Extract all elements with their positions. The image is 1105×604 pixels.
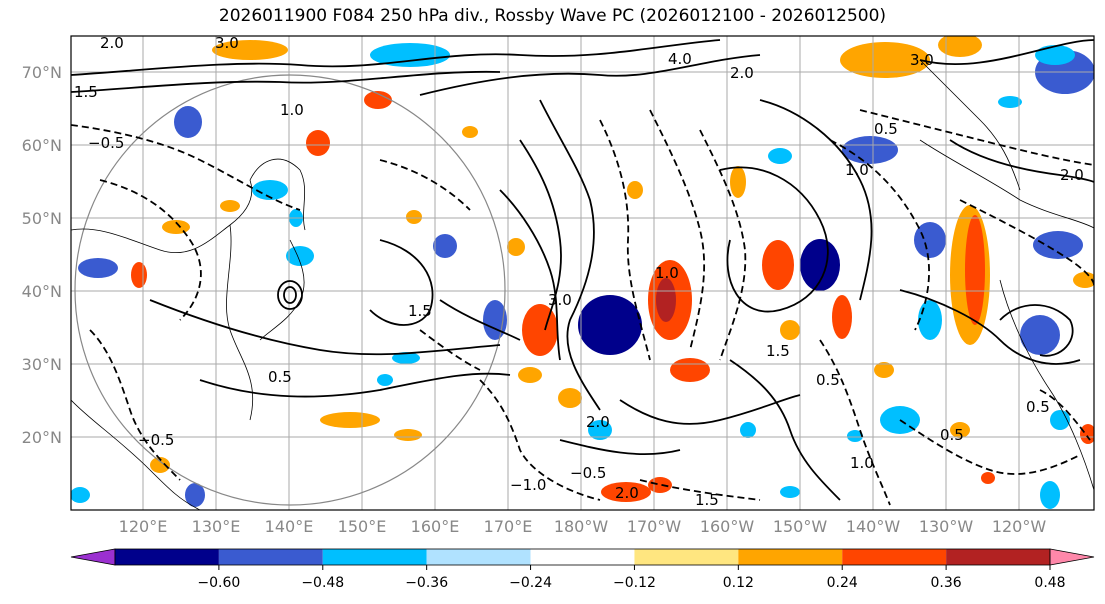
contour-label: 4.0 <box>668 50 692 68</box>
contour-label: 1.0 <box>845 161 869 179</box>
reference-circle <box>74 74 506 506</box>
contour-label: 3.0 <box>215 34 239 52</box>
map-area <box>71 36 1094 510</box>
lat-label: 40°N <box>22 282 62 301</box>
lon-label: 160°W <box>700 517 755 536</box>
contour-label: 2.0 <box>730 64 754 82</box>
contour-label: 3.0 <box>910 51 934 69</box>
lat-label: 30°N <box>22 355 62 374</box>
contour-label: 1.0 <box>850 454 874 472</box>
colorbar-extend-max <box>1049 548 1095 566</box>
lon-label: 170°E <box>484 517 533 536</box>
colorbar-tick-label: 0.48 <box>1034 575 1065 591</box>
colorbar-tick-label: −0.60 <box>197 575 240 591</box>
colorbar-segment <box>842 549 947 565</box>
colorbar-outline <box>114 548 1051 566</box>
contour-label: 2.0 <box>100 34 124 52</box>
contour-label: 1.0 <box>280 101 304 119</box>
contour-label: 1.5 <box>695 491 719 509</box>
lon-label: 130°E <box>192 517 241 536</box>
contour-label: 2.0 <box>615 484 639 502</box>
lon-label: 130°W <box>919 517 974 536</box>
map-content: 2.0 3.0 1.0 1.5 −0.5 4.0 2.0 0.5 1.0 1.5… <box>71 34 1094 510</box>
lon-label: 150°E <box>338 517 387 536</box>
lat-label: 70°N <box>22 63 62 82</box>
contour-label: 0.5 <box>268 368 292 386</box>
lon-label: 140°E <box>265 517 314 536</box>
longitude-labels: 120°E 130°E 140°E 150°E 160°E 170°E 180°… <box>119 517 1047 536</box>
contour-label: 1.5 <box>408 302 432 320</box>
contour-label: −0.5 <box>88 134 124 152</box>
contour-label: −1.0 <box>510 476 546 494</box>
colorbar-segment <box>634 549 739 565</box>
colorbar-extend-min <box>70 548 116 566</box>
colorbar-segment <box>115 549 219 565</box>
colorbar-tick-label: 0.12 <box>723 575 754 591</box>
colorbar-segment <box>218 549 323 565</box>
colorbar-tick-label: 0.24 <box>827 575 858 591</box>
map-frame <box>70 35 1095 511</box>
graticule <box>71 36 1094 510</box>
lat-label: 50°N <box>22 209 62 228</box>
lat-label: 20°N <box>22 428 62 447</box>
negative-contours <box>71 109 1094 506</box>
colorbar-tick-label: −0.36 <box>405 575 448 591</box>
lon-label: 180°W <box>554 517 609 536</box>
colorbar-tick-label: −0.12 <box>613 575 656 591</box>
lon-label: 120°W <box>992 517 1047 536</box>
contour-label: 1.5 <box>766 342 790 360</box>
lat-label: 60°N <box>22 136 62 155</box>
contour-label: 2.0 <box>1060 166 1084 184</box>
colorbar-segment <box>530 549 635 565</box>
lon-label: 170°W <box>627 517 682 536</box>
contour-label: 0.5 <box>816 371 840 389</box>
contour-label: 2.0 <box>586 413 610 431</box>
contour-labels: 2.0 3.0 1.0 1.5 −0.5 4.0 2.0 0.5 1.0 1.5… <box>74 34 1084 509</box>
contour-label: 3.0 <box>548 291 572 309</box>
contour-label: 1.0 <box>655 264 679 282</box>
colorbar-segment <box>946 549 1050 565</box>
contour-label: 1.5 <box>74 83 98 101</box>
colorbar: −0.60 −0.48 −0.36 −0.24 −0.12 0.12 0.24 0.36 0.4… <box>70 548 1095 591</box>
lon-label: 160°E <box>411 517 460 536</box>
map-title: 2026011900 F084 250 hPa div., Rossby Wav… <box>218 6 887 26</box>
colorbar-segment <box>426 549 531 565</box>
lon-label: 140°W <box>846 517 901 536</box>
latitude-labels: 70°N 60°N 50°N 40°N 30°N 20°N <box>22 63 62 447</box>
colorbar-tick-label: −0.24 <box>509 575 552 591</box>
lon-label: 120°E <box>119 517 168 536</box>
colorbar-tick-label: −0.48 <box>301 575 344 591</box>
colorbar-segment <box>322 549 427 565</box>
contour-label: 0.5 <box>940 426 964 444</box>
contour-label: 0.5 <box>874 120 898 138</box>
contour-label: −0.5 <box>138 431 174 449</box>
colorbar-segment <box>738 549 843 565</box>
colorbar-tick-label: 0.36 <box>931 575 962 591</box>
contour-label: 0.5 <box>1026 398 1050 416</box>
lon-label: 150°W <box>773 517 828 536</box>
contour-label: −0.5 <box>570 464 606 482</box>
positive-contours <box>71 39 1094 501</box>
